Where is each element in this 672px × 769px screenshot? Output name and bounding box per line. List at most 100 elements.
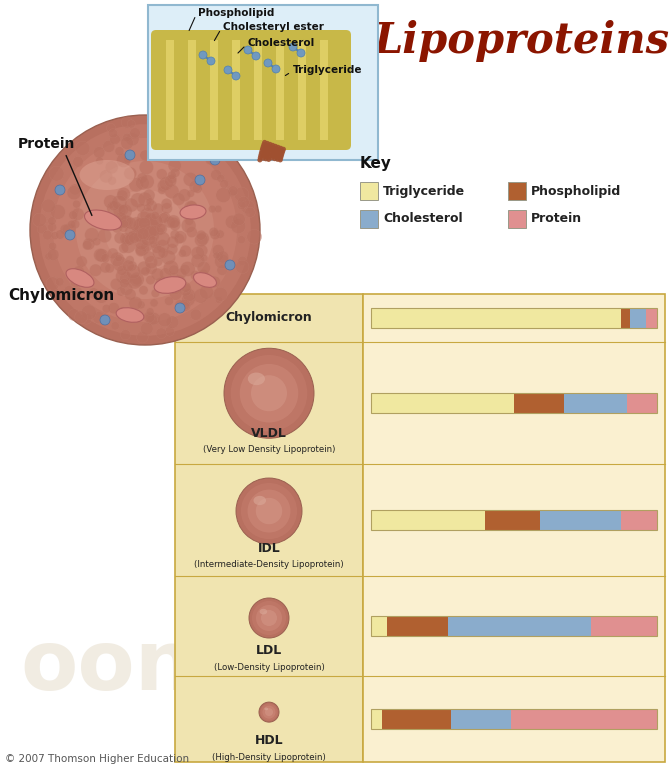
Circle shape <box>65 230 75 240</box>
Circle shape <box>73 156 83 167</box>
Circle shape <box>272 145 277 151</box>
Circle shape <box>99 218 110 228</box>
Circle shape <box>151 289 159 298</box>
Circle shape <box>128 274 142 289</box>
Circle shape <box>124 235 135 245</box>
Bar <box>371 308 621 328</box>
Ellipse shape <box>66 268 94 288</box>
Circle shape <box>196 245 208 257</box>
Bar <box>371 709 657 729</box>
Circle shape <box>93 311 105 324</box>
Circle shape <box>117 287 126 296</box>
Circle shape <box>124 167 136 180</box>
Circle shape <box>146 315 157 325</box>
Text: Phospholipid: Phospholipid <box>531 185 621 198</box>
Circle shape <box>266 157 271 162</box>
Circle shape <box>55 185 65 195</box>
Circle shape <box>263 147 267 152</box>
Circle shape <box>191 254 204 268</box>
Circle shape <box>93 147 105 158</box>
Circle shape <box>119 223 128 232</box>
Circle shape <box>224 348 314 438</box>
Circle shape <box>106 123 116 132</box>
Circle shape <box>267 155 271 160</box>
Circle shape <box>152 243 161 253</box>
Circle shape <box>124 198 138 212</box>
Bar <box>514 393 564 413</box>
Circle shape <box>144 231 152 238</box>
Bar <box>371 616 386 636</box>
Circle shape <box>151 268 163 281</box>
Circle shape <box>205 152 218 165</box>
Ellipse shape <box>79 160 134 190</box>
Circle shape <box>137 261 151 275</box>
Circle shape <box>135 231 144 240</box>
Circle shape <box>249 598 289 638</box>
Circle shape <box>274 148 280 154</box>
Circle shape <box>278 146 283 151</box>
Circle shape <box>190 181 202 192</box>
Circle shape <box>151 232 159 241</box>
Circle shape <box>174 127 181 134</box>
Circle shape <box>265 148 270 153</box>
Circle shape <box>138 223 152 237</box>
Circle shape <box>247 490 290 532</box>
Circle shape <box>147 227 157 238</box>
Bar <box>511 709 657 729</box>
Circle shape <box>216 251 228 263</box>
Circle shape <box>216 253 223 261</box>
Circle shape <box>263 145 268 150</box>
Circle shape <box>145 256 158 268</box>
Circle shape <box>279 154 284 159</box>
Text: (Intermediate-Density Lipoprotein): (Intermediate-Density Lipoprotein) <box>194 560 344 569</box>
Circle shape <box>179 299 191 311</box>
Text: Lipoproteins: Lipoproteins <box>374 20 670 62</box>
Circle shape <box>277 149 282 155</box>
Circle shape <box>105 190 185 270</box>
Circle shape <box>140 218 153 231</box>
Circle shape <box>271 150 276 155</box>
Circle shape <box>276 151 282 156</box>
Circle shape <box>167 174 177 183</box>
Circle shape <box>197 232 209 245</box>
Circle shape <box>210 229 220 240</box>
Circle shape <box>62 223 76 237</box>
Circle shape <box>128 232 140 244</box>
Bar <box>485 510 540 530</box>
Circle shape <box>272 65 280 73</box>
Circle shape <box>175 133 185 142</box>
Circle shape <box>116 215 128 226</box>
Circle shape <box>297 49 305 57</box>
Circle shape <box>264 143 269 148</box>
FancyBboxPatch shape <box>363 294 665 762</box>
Circle shape <box>116 153 130 168</box>
Circle shape <box>216 188 230 202</box>
Circle shape <box>140 150 151 161</box>
Circle shape <box>55 278 64 286</box>
Circle shape <box>83 241 92 250</box>
Circle shape <box>144 311 155 323</box>
Circle shape <box>195 175 205 185</box>
Circle shape <box>148 312 160 325</box>
Circle shape <box>156 223 166 233</box>
Text: Cholesteryl ester: Cholesteryl ester <box>223 22 324 32</box>
Circle shape <box>108 248 118 259</box>
Circle shape <box>129 297 142 310</box>
Circle shape <box>262 149 267 155</box>
Circle shape <box>178 189 191 201</box>
Circle shape <box>164 216 175 228</box>
Circle shape <box>135 241 149 255</box>
Circle shape <box>225 260 235 270</box>
Circle shape <box>51 231 59 239</box>
Circle shape <box>269 155 274 161</box>
Circle shape <box>89 264 101 276</box>
Circle shape <box>181 282 191 292</box>
Circle shape <box>161 203 172 214</box>
Circle shape <box>149 225 160 237</box>
Circle shape <box>142 228 153 240</box>
Circle shape <box>274 151 279 155</box>
Circle shape <box>146 308 154 315</box>
Bar <box>630 308 646 328</box>
Bar <box>508 182 526 200</box>
Circle shape <box>37 224 47 234</box>
